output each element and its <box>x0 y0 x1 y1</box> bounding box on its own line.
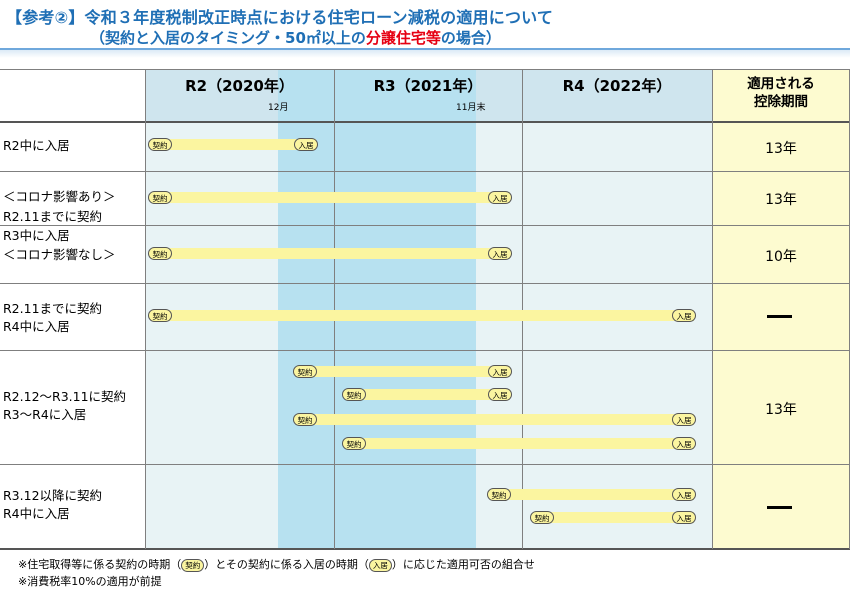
row-label-r2-move-in: R2中に入居 <box>3 138 70 153</box>
grid-line-row2 <box>0 225 145 226</box>
header-r3: R3（2021年） <box>334 69 522 121</box>
note-1: ※住宅取得等に係る契約の時期（ 契約 ）とその契約に係る入居の時期（ 入居 ）に応じた適… <box>18 558 535 572</box>
timeline-bar <box>158 192 510 203</box>
header-r2: R2（2020年） <box>145 69 334 121</box>
row-label-r3-r4-move-in: R3～R4に入居 <box>3 407 87 422</box>
contract-marker: 契約 <box>530 511 554 524</box>
contract-marker: 契約 <box>342 388 366 401</box>
grid-vline-r2r3 <box>334 69 335 549</box>
period-not-applicable-row7 <box>767 506 792 509</box>
grid-line-row5 <box>0 464 850 465</box>
timeline-bar <box>303 366 510 377</box>
timeline-bar <box>352 438 694 449</box>
move-in-marker: 入居 <box>294 138 318 151</box>
move-in-marker: 入居 <box>672 488 696 501</box>
grid-vline-label <box>145 69 146 549</box>
grid-line-top <box>0 69 850 70</box>
grid-line-row2-body <box>145 225 850 226</box>
grid-vline-r3r4 <box>522 69 523 549</box>
contract-marker: 契約 <box>293 413 317 426</box>
note-contract-pill: 契約 <box>181 558 205 572</box>
timeline-bar <box>158 248 510 259</box>
row-label-covid-yes: ＜コロナ影響あり＞ <box>3 189 116 204</box>
move-in-marker: 入居 <box>488 388 512 401</box>
contract-marker: 契約 <box>342 437 366 450</box>
move-in-marker: 入居 <box>488 365 512 378</box>
row-label-contract-r312-after: R3.12以降に契約 <box>3 488 103 503</box>
subtitle-highlight: 分譲住宅等 <box>365 29 441 47</box>
row-label-contract-by-r211: R2.11までに契約 <box>3 209 103 224</box>
header-period: 適用される 控除期間 <box>712 75 850 111</box>
move-in-marker: 入居 <box>672 511 696 524</box>
period-covid-yes: 13年 <box>765 192 797 208</box>
header-r4: R4（2022年） <box>522 69 712 121</box>
contract-marker: 契約 <box>148 309 172 322</box>
page-title: 【参考②】令和３年度税制改正時点における住宅ローン減税の適用について <box>6 8 554 27</box>
period-row6: 13年 <box>765 402 797 418</box>
timeline-bar <box>497 489 694 500</box>
grid-line-row3 <box>0 283 850 284</box>
move-in-marker: 入居 <box>488 247 512 260</box>
header-period-line2: 控除期間 <box>754 94 808 110</box>
row-label-contract-r212-r311: R2.12～R3.11に契約 <box>3 389 127 404</box>
contract-marker: 契約 <box>148 191 172 204</box>
note-move-in-pill: 入居 <box>368 558 392 572</box>
move-in-marker: 入居 <box>672 413 696 426</box>
period-covid-no: 10年 <box>765 249 797 265</box>
header-r2-sub: 12月 <box>268 103 289 113</box>
row-label-r3-move-in: R3中に入居 <box>3 228 70 243</box>
grid-line-row4 <box>0 350 850 351</box>
period-row1: 13年 <box>765 141 797 157</box>
timeline-bar <box>158 310 694 321</box>
period-not-applicable-row5 <box>767 315 792 318</box>
header-r3-year: R3（2021年） <box>373 77 483 95</box>
header-r2-year: R2（2020年） <box>185 77 294 95</box>
header-period-line1: 適用される <box>747 76 815 92</box>
timeline-bar <box>352 389 510 400</box>
title-underline <box>0 48 850 50</box>
grid-line-header-bottom <box>0 121 850 123</box>
title-band <box>0 50 850 58</box>
row-label-covid-no: ＜コロナ影響なし＞ <box>3 247 116 262</box>
row-label-r4-move-in: R4中に入居 <box>3 319 70 334</box>
timeline-bar <box>540 512 694 523</box>
grid-vline-period <box>712 69 713 549</box>
contract-marker: 契約 <box>148 247 172 260</box>
timeline-bar <box>303 414 694 425</box>
move-in-marker: 入居 <box>672 309 696 322</box>
row-label-contract-by-r211-b: R2.11までに契約 <box>3 301 103 316</box>
grid-line-bottom <box>0 548 850 550</box>
contract-marker: 契約 <box>148 138 172 151</box>
move-in-marker: 入居 <box>672 437 696 450</box>
contract-marker: 契約 <box>293 365 317 378</box>
move-in-marker: 入居 <box>488 191 512 204</box>
page-subtitle: （契約と入居のタイミング・50㎡以上の分譲住宅等の場合） <box>90 29 501 47</box>
period-column-background <box>712 69 850 548</box>
timeline-bar <box>158 139 316 150</box>
row-label-r4-move-in-b: R4中に入居 <box>3 506 70 521</box>
note-2: ※消費税率10%の適用が前提 <box>18 575 162 588</box>
header-r4-year: R4（2022年） <box>562 77 672 95</box>
grid-line-row1 <box>0 171 850 172</box>
contract-marker: 契約 <box>487 488 511 501</box>
header-r3-sub: 11月末 <box>456 103 486 113</box>
